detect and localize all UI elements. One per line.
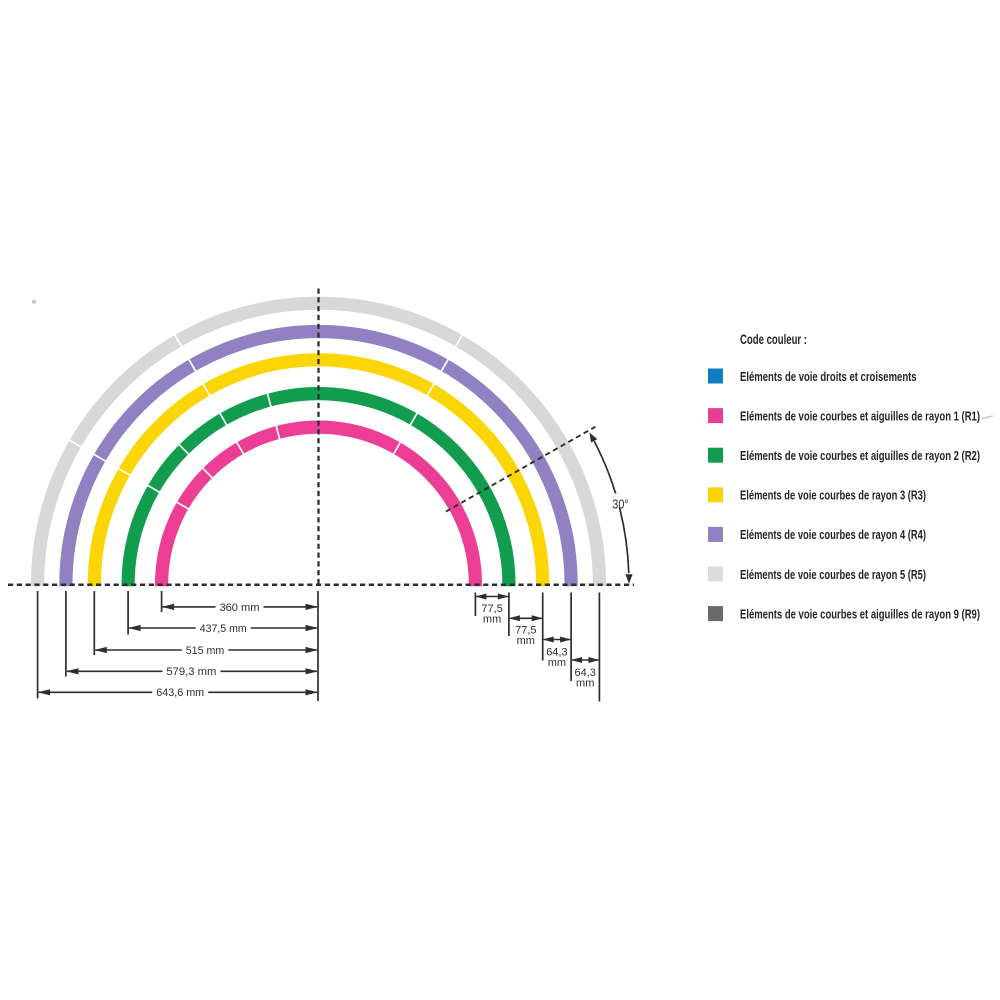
- svg-text:Eléments de voie droits et cro: Eléments de voie droits et croisements: [740, 369, 917, 384]
- svg-text:Eléments de voie courbes et ai: Eléments de voie courbes et aiguilles de…: [740, 408, 980, 423]
- svg-text:515 mm: 515 mm: [186, 645, 225, 657]
- svg-text:Eléments de voie courbes de ra: Eléments de voie courbes de rayon 5 (R5): [740, 567, 926, 582]
- svg-text:Eléments de voie courbes de ra: Eléments de voie courbes de rayon 3 (R3): [740, 488, 926, 503]
- svg-text:Eléments de voie courbes et ai: Eléments de voie courbes et aiguilles de…: [740, 448, 980, 463]
- svg-text:Code couleur :: Code couleur :: [740, 332, 807, 347]
- svg-text:77,5: 77,5: [515, 625, 536, 637]
- svg-text:mm: mm: [548, 657, 566, 669]
- svg-text:77,5: 77,5: [481, 603, 502, 615]
- svg-text:Eléments de voie courbes et ai: Eléments de voie courbes et aiguilles de…: [740, 606, 980, 621]
- svg-text:64,3: 64,3: [546, 647, 567, 659]
- svg-text:579,3 mm: 579,3 mm: [166, 666, 216, 678]
- svg-text:30°: 30°: [612, 497, 629, 512]
- svg-text:mm: mm: [576, 678, 594, 690]
- svg-text:Eléments de voie courbes de ra: Eléments de voie courbes de rayon 4 (R4): [740, 527, 926, 542]
- svg-text:mm: mm: [517, 635, 535, 647]
- svg-text:437,5 mm: 437,5 mm: [200, 623, 247, 635]
- svg-text:64,3: 64,3: [574, 667, 595, 679]
- svg-text:mm: mm: [483, 613, 501, 625]
- svg-text:360 mm: 360 mm: [220, 602, 260, 614]
- svg-text:643,6 mm: 643,6 mm: [156, 687, 204, 699]
